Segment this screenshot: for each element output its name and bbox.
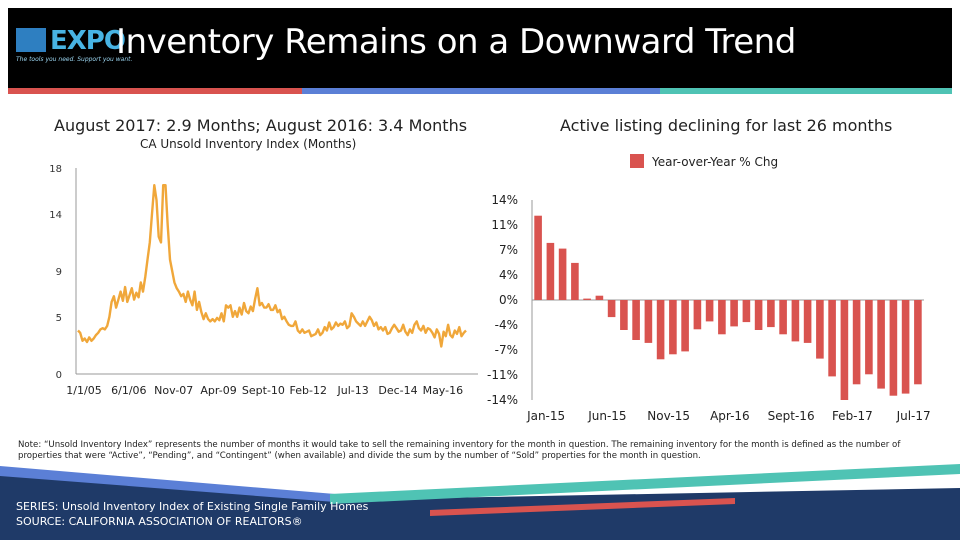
yoy-bar bbox=[620, 300, 628, 330]
y-tick-label: 0 bbox=[56, 370, 62, 381]
yoy-bar bbox=[705, 300, 714, 322]
yoy-bar bbox=[534, 215, 542, 300]
yoy-bar bbox=[656, 300, 665, 360]
x-tick-label: Apr-16 bbox=[710, 409, 750, 423]
yoy-bar bbox=[730, 300, 738, 327]
yoy-bar bbox=[803, 300, 812, 343]
x-tick-label: Jul-17 bbox=[896, 409, 931, 423]
x-tick-label: Jun-15 bbox=[587, 409, 626, 423]
yoy-bar bbox=[865, 300, 873, 375]
yoy-bar bbox=[583, 298, 591, 300]
slide-title: Inventory Remains on a Downward Trend bbox=[116, 22, 796, 62]
y-tick-label: -11% bbox=[487, 368, 518, 382]
yoy-bar bbox=[595, 295, 604, 300]
yoy-bar bbox=[632, 300, 640, 340]
right-chart-heading: Active listing declining for last 26 mon… bbox=[560, 116, 893, 135]
series-label: SERIES: Unsold Inventory Index of Existi… bbox=[16, 500, 369, 513]
yoy-bar bbox=[742, 300, 751, 323]
y-tick-label: 14 bbox=[49, 210, 62, 221]
header-stripe-teal bbox=[660, 88, 952, 94]
x-tick-label: Jul-13 bbox=[337, 384, 369, 397]
x-tick-label: 1/1/05 bbox=[66, 384, 101, 397]
yoy-bar bbox=[754, 300, 763, 330]
x-tick-label: Feb-12 bbox=[290, 384, 327, 397]
inventory-series-line bbox=[77, 184, 467, 348]
y-tick-label: 4% bbox=[499, 268, 518, 282]
yoy-bar bbox=[901, 300, 910, 394]
header-stripe-blue bbox=[302, 88, 660, 94]
x-tick-label: Nov-15 bbox=[647, 409, 690, 423]
yoy-bar bbox=[607, 300, 616, 318]
yoy-bar bbox=[644, 300, 653, 343]
y-tick-label: 0% bbox=[499, 293, 518, 307]
header-bar bbox=[8, 8, 952, 88]
footnote: Note: “Unsold Inventory Index” represent… bbox=[18, 440, 901, 461]
x-tick-label: Feb-17 bbox=[832, 409, 873, 423]
y-tick-label: 18 bbox=[49, 164, 62, 175]
footer-red-band bbox=[430, 498, 735, 516]
header-stripe-red bbox=[8, 88, 302, 94]
x-tick-label: Nov-07 bbox=[154, 384, 193, 397]
footer-navy-band bbox=[0, 468, 960, 540]
x-tick-label: May-16 bbox=[423, 384, 464, 397]
y-tick-label: -14% bbox=[487, 393, 518, 407]
y-tick-label: -7% bbox=[495, 343, 518, 357]
yoy-bar bbox=[558, 248, 567, 300]
yoy-bar bbox=[693, 300, 702, 330]
yoy-bar-chart: Year-over-Year % Chg 14% 11% 7% 4% 0% -4% -7% -… bbox=[487, 154, 931, 423]
yoy-bar bbox=[571, 262, 579, 300]
logo-tagline: The tools you need. Support you want. bbox=[16, 56, 133, 63]
source-label: SOURCE: CALIFORNIA ASSOCIATION OF REALTO… bbox=[16, 515, 303, 528]
yoy-bar bbox=[828, 300, 836, 377]
left-chart-heading: August 2017: 2.9 Months; August 2016: 3.… bbox=[54, 116, 468, 135]
legend-swatch bbox=[630, 154, 644, 168]
yoy-bar bbox=[840, 300, 849, 400]
y-tick-label: 5 bbox=[56, 313, 62, 324]
y-tick-label: 11% bbox=[491, 218, 518, 232]
yoy-bar bbox=[681, 300, 689, 352]
x-tick-label: 6/1/06 bbox=[111, 384, 146, 397]
logo-text: EXPO bbox=[50, 26, 126, 56]
y-tick-label: 14% bbox=[491, 193, 518, 207]
yoy-bar bbox=[779, 300, 787, 335]
yoy-bar bbox=[877, 300, 885, 389]
y-tick-label: 9 bbox=[56, 267, 62, 278]
x-tick-label: Dec-14 bbox=[378, 384, 417, 397]
yoy-bar bbox=[767, 300, 775, 328]
left-chart-subtitle: CA Unsold Inventory Index (Months) bbox=[140, 137, 357, 151]
inventory-line-chart: 0 5 9 14 18 1/1/05 6/1/06 Nov-07 Apr-09 Sept-10 F… bbox=[49, 164, 478, 397]
y-tick-label: -4% bbox=[495, 318, 518, 332]
x-tick-label: Sept-16 bbox=[768, 409, 815, 423]
legend-label: Year-over-Year % Chg bbox=[651, 155, 778, 169]
x-tick-label: Apr-09 bbox=[200, 384, 236, 397]
footer-blue-band bbox=[0, 466, 335, 502]
yoy-bar bbox=[669, 300, 677, 355]
yoy-bar bbox=[718, 300, 726, 335]
footer-teal-band bbox=[330, 464, 960, 504]
x-tick-label: Sept-10 bbox=[242, 384, 285, 397]
yoy-bar bbox=[546, 242, 555, 300]
yoy-bar bbox=[852, 300, 861, 385]
yoy-bar bbox=[914, 300, 922, 385]
yoy-bar bbox=[889, 300, 898, 396]
x-tick-label: Jan-15 bbox=[526, 409, 565, 423]
footer-decoration bbox=[0, 464, 960, 540]
y-tick-label: 7% bbox=[499, 243, 518, 257]
yoy-bar bbox=[816, 300, 824, 359]
logo-badge bbox=[16, 28, 46, 52]
yoy-bar bbox=[791, 300, 800, 342]
expo-logo: EXPO The tools you need. Support you wan… bbox=[16, 26, 132, 66]
